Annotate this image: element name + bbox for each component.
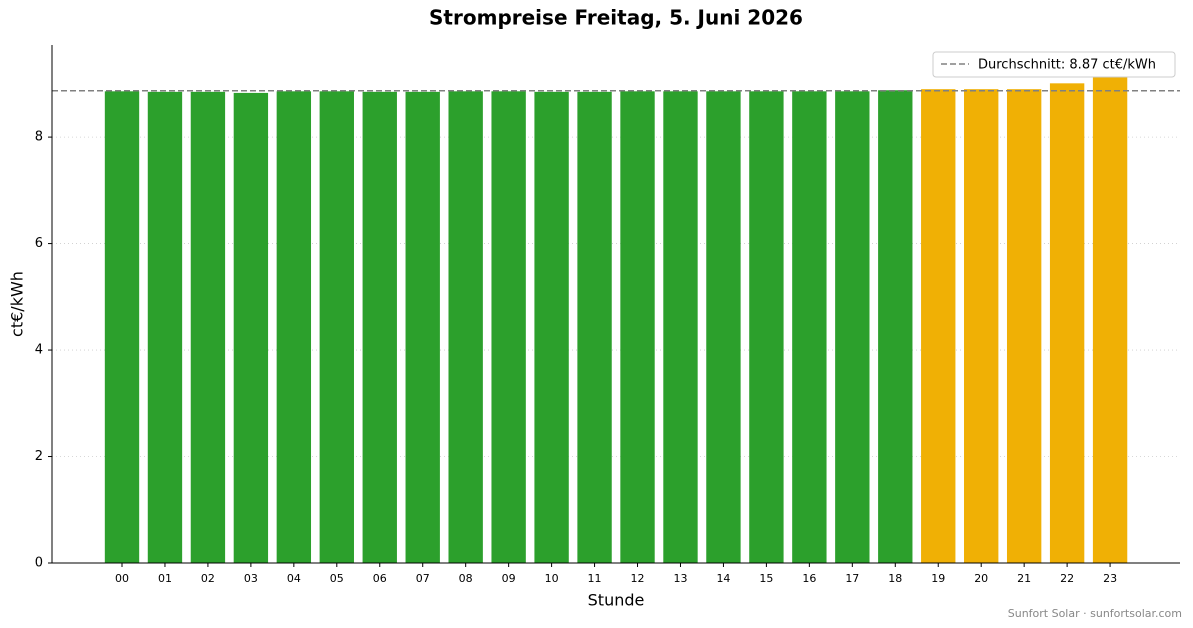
x-tick-label: 08 <box>459 572 473 585</box>
x-tick-label: 17 <box>845 572 859 585</box>
x-tick-label: 18 <box>888 572 902 585</box>
bar <box>663 91 698 564</box>
y-tick-label: 4 <box>35 343 43 358</box>
x-tick-label: 11 <box>588 572 602 585</box>
y-tick-label: 0 <box>35 556 43 571</box>
x-tick-label: 22 <box>1060 572 1074 585</box>
bar <box>448 91 483 564</box>
bar <box>190 91 226 563</box>
x-tick-label: 02 <box>201 572 215 585</box>
bar <box>147 91 183 563</box>
y-tick-label: 6 <box>35 236 43 251</box>
legend-box <box>932 51 1176 78</box>
x-tick-label: 04 <box>287 572 301 585</box>
x-tick-label: 09 <box>502 572 516 585</box>
footer: Sunfort Solar · sunfortsolar.com <box>1008 607 1182 620</box>
y-axis-label: ct€/kWh <box>8 271 27 337</box>
x-tick-label: 05 <box>330 572 344 585</box>
bar <box>319 91 354 564</box>
bar <box>878 90 913 563</box>
x-tick-label: 12 <box>631 572 645 585</box>
bar <box>104 91 140 564</box>
bar <box>276 91 312 564</box>
bar <box>620 91 655 564</box>
bar <box>491 91 526 564</box>
bar <box>233 92 269 563</box>
bar <box>534 91 569 563</box>
x-tick-label: 15 <box>759 572 773 585</box>
bar <box>1092 76 1128 563</box>
x-tick-label: 10 <box>545 572 559 585</box>
x-tick-label: 03 <box>244 572 258 585</box>
bar <box>362 91 397 563</box>
x-tick-label: 00 <box>115 572 129 585</box>
x-tick-label: 16 <box>802 572 816 585</box>
x-axis-label: Stunde <box>588 591 645 610</box>
x-tick-label: 07 <box>416 572 430 585</box>
x-tick-label: 23 <box>1103 572 1117 585</box>
chart-title: Strompreise Freitag, 5. Juni 2026 <box>429 6 803 30</box>
bar <box>921 89 956 564</box>
x-tick-label: 06 <box>373 572 387 585</box>
bar <box>577 91 612 563</box>
x-tick-label: 21 <box>1017 572 1031 585</box>
bar <box>749 91 784 564</box>
x-tick-label: 14 <box>716 572 730 585</box>
x-tick-label: 19 <box>931 572 945 585</box>
x-tick-label: 13 <box>673 572 687 585</box>
legend-label: Durchschnitt: 8.87 ct€/kWh <box>978 58 1156 73</box>
bar <box>706 91 741 564</box>
x-tick-label: 20 <box>974 572 988 585</box>
bar <box>792 91 827 564</box>
bar <box>1006 89 1042 564</box>
y-tick-label: 8 <box>35 130 43 145</box>
x-tick-label: 01 <box>158 572 172 585</box>
bar <box>964 89 999 564</box>
bar <box>405 91 440 563</box>
bar <box>835 91 870 564</box>
y-tick-label: 2 <box>35 449 43 464</box>
bar <box>1049 83 1085 563</box>
